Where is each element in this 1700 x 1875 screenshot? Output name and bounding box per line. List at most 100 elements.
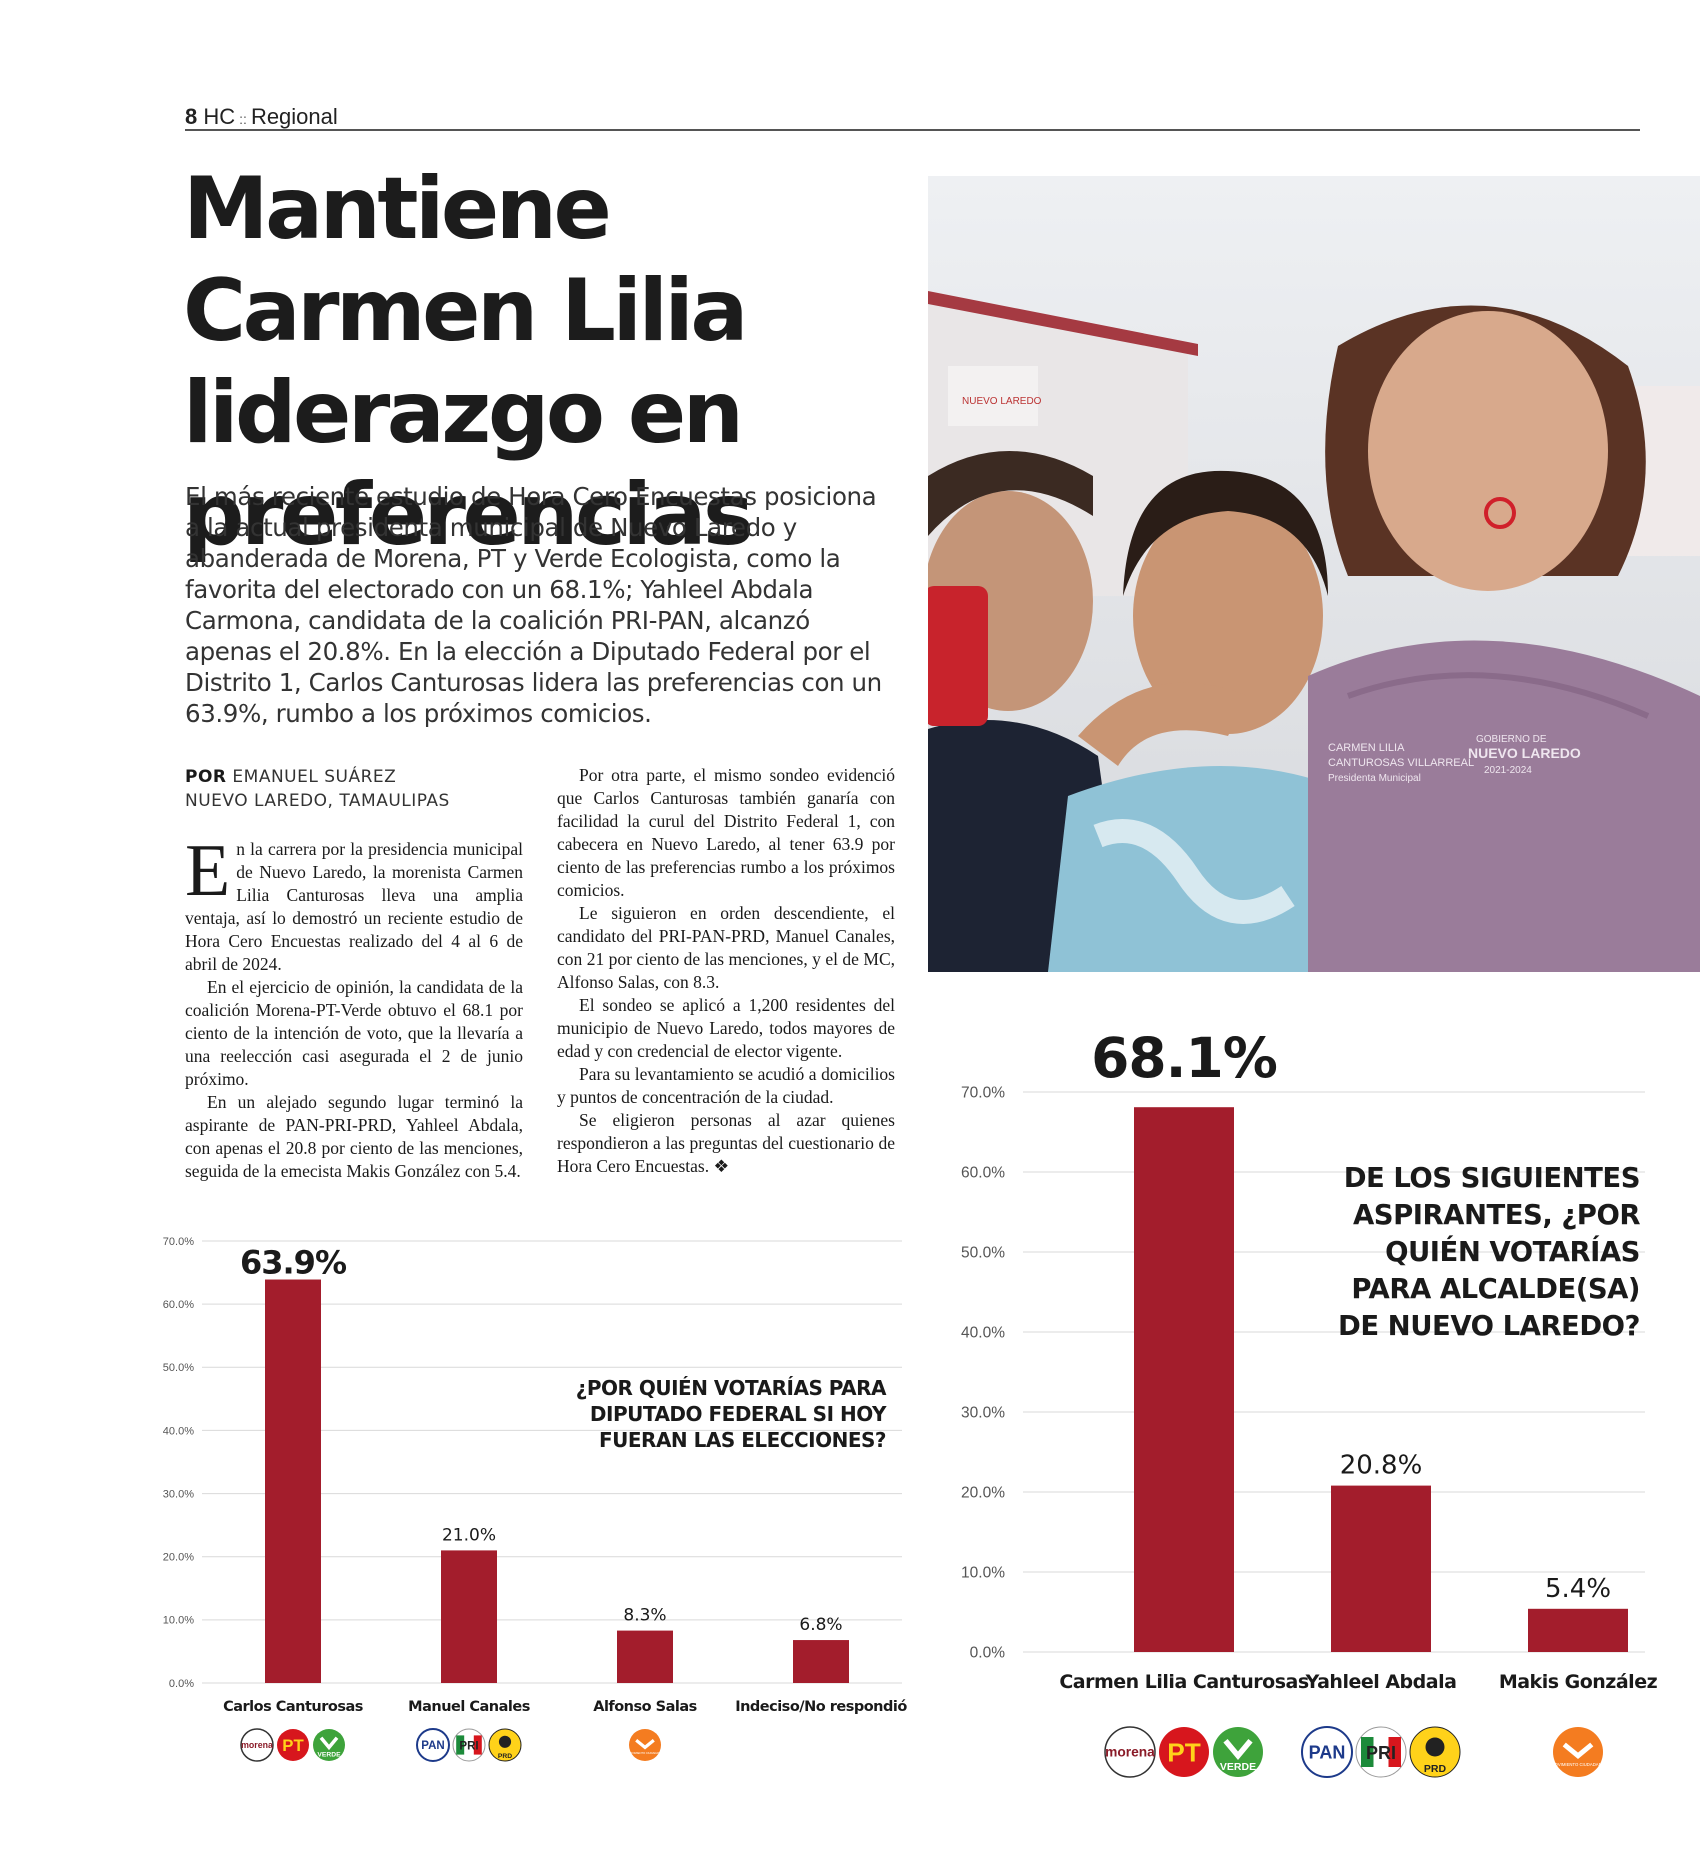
mc-logo-text: MOVIMIENTO CIUDADANO [628,1751,663,1755]
bar [441,1550,497,1683]
folio-separator: :: [239,111,247,127]
pt-logo-icon: PT [1159,1727,1209,1777]
y-tick-label: 30.0% [163,1488,194,1500]
body-paragraph: Para su levantamiento se acudió a domici… [557,1064,895,1107]
y-tick-label: 40.0% [961,1324,1005,1341]
y-tick-label: 0.0% [169,1678,194,1690]
page-folio: 8 HC:: Regional [185,104,338,130]
y-tick-label: 40.0% [163,1425,194,1437]
y-tick-label: 70.0% [163,1236,194,1248]
y-tick-label: 70.0% [961,1084,1005,1101]
dropcap: E [185,830,231,912]
bar [793,1640,849,1683]
y-tick-label: 60.0% [961,1164,1005,1181]
verde-logo-text: VERDE [317,1752,341,1759]
mc-logo-text: MOVIMIENTO CIUDADANO [1551,1762,1606,1767]
page-number: 8 [185,104,198,129]
data-label: 8.3% [623,1606,666,1626]
category-label: Alfonso Salas [593,1699,697,1715]
chart-diputado-federal-svg: 0.0% 10.0% 20.0% 30.0% 40.0% 50.0% 60.0% 70.0% 6… [163,1236,908,1762]
pri-logo-icon: PRI [1355,1726,1407,1778]
mc-logo-icon: MOVIMIENTO CIUDADANO [1551,1727,1606,1777]
data-label: 6.8% [799,1615,842,1635]
headline: Mantiene Carmen Lilia liderazgo en prefe… [183,159,754,565]
body-paragraph: Le siguieron en orden descendiente, el c… [557,903,895,992]
phone-shape [928,586,988,726]
chart-alcalde-question: DE LOS SIGUIENTES ASPIRANTES, ¿POR QUIÉN… [1338,1162,1641,1342]
bar [1134,1107,1234,1652]
category-label: Indeciso/No respondió [735,1699,907,1715]
y-tick-label: 50.0% [163,1362,194,1374]
y-tick-label: 60.0% [163,1299,194,1311]
body-paragraph: Por otra parte, el mismo sondeo evidenci… [557,765,895,900]
prd-logo-icon: PRD [1409,1726,1461,1778]
bar [1331,1485,1431,1652]
shirt-logo-3: 2021-2024 [1484,765,1532,776]
data-label: 68.1% [1091,1026,1277,1090]
byline-prefix: POR [185,767,227,787]
y-tick-label: 10.0% [961,1564,1005,1581]
category-label: Carmen Lilia Canturosas [1059,1671,1308,1693]
verde-logo-icon: VERDE [1213,1727,1263,1777]
deck: El más reciente estudio de Hora Cero Enc… [185,482,882,728]
morena-logo-icon: morena [1104,1726,1156,1778]
prd-logo-text: PRD [1424,1763,1447,1775]
pri-logo-text: PRI [1366,1743,1396,1763]
morena-logo-text: morena [241,1740,273,1750]
shirt-name-1: CARMEN LILIA [1328,742,1405,754]
morena-logo-text: morena [1105,1745,1155,1760]
prd-logo-text: PRD [498,1753,512,1760]
data-label: 5.4% [1545,1574,1611,1604]
category-label: Carlos Canturosas [223,1699,363,1715]
body-paragraph: En un alejado segundo lugar terminó la a… [185,1092,523,1181]
bar [617,1630,673,1683]
category-label: Manuel Canales [408,1699,530,1715]
pan-logo-text: PAN [1309,1742,1346,1762]
pan-logo-icon: PAN [1301,1726,1353,1778]
y-tick-label: 30.0% [961,1404,1005,1421]
photo-illustration: NUEVO LAREDO CARMEN LILIA CANTUROSAS VIL… [928,176,1700,972]
chart-alcalde-svg: 0.0% 10.0% 20.0% 30.0% 40.0% 50.0% 60.0% 70.0% 6… [961,1026,1658,1778]
pri-logo-text: PRI [459,1740,478,1752]
verde-logo-text: VERDE [1220,1761,1256,1773]
y-tick-label: 0.0% [970,1644,1006,1661]
category-label: Yahleel Abdala [1305,1671,1457,1693]
category-label: Makis González [1499,1671,1658,1693]
article-photo: NUEVO LAREDO CARMEN LILIA CANTUROSAS VIL… [928,176,1700,972]
prd-logo-icon: PRD [488,1728,522,1762]
shirt-name-2: CANTUROSAS VILLARREAL [1328,757,1474,769]
shirt-logo-2: NUEVO LAREDO [1468,745,1581,761]
mc-logo-icon: MOVIMIENTO CIUDADANO [628,1729,663,1761]
body-paragraph: El sondeo se aplicó a 1,200 residentes d… [557,995,895,1061]
byline: POR EMANUEL SUÁREZ NUEVO LAREDO, TAMAULI… [185,765,585,813]
shirt-logo-1: GOBIERNO DE [1476,734,1547,745]
chart-alcalde: 0.0% 10.0% 20.0% 30.0% 40.0% 50.0% 60.0% 70.0% 6… [945,1010,1665,1778]
bg-sign [948,366,1038,426]
body-paragraph: En el ejercicio de opinión, la candidata… [185,977,523,1089]
pri-logo-icon: PRI [452,1728,486,1762]
data-label: 63.9% [240,1244,347,1282]
author-name: EMANUEL SUÁREZ [232,767,397,787]
dateline: NUEVO LAREDO, TAMAULIPAS [185,791,450,811]
morena-logo-icon: morena [240,1728,274,1762]
body-paragraph: Se eligieron personas al azar quienes re… [557,1110,895,1176]
y-tick-label: 10.0% [163,1615,194,1627]
data-label: 21.0% [442,1525,496,1545]
publication-name: HC [203,104,236,129]
bar [265,1279,321,1683]
shirt-name-3: Presidenta Municipal [1328,773,1421,784]
verde-logo-icon: VERDE [313,1729,345,1761]
pt-logo-icon: PT [277,1729,309,1761]
header-rule [185,129,1640,131]
pan-logo-text: PAN [421,1740,444,1752]
y-tick-label: 20.0% [961,1484,1005,1501]
pt-logo-text: PT [1167,1738,1201,1768]
pt-logo-text: PT [282,1736,304,1755]
pan-logo-icon: PAN [416,1728,450,1762]
body-column-2: Por otra parte, el mismo sondeo evidenci… [557,764,895,1178]
bar [1528,1608,1628,1652]
bg-sign-text: NUEVO LAREDO [962,396,1042,407]
y-tick-label: 20.0% [163,1552,194,1564]
